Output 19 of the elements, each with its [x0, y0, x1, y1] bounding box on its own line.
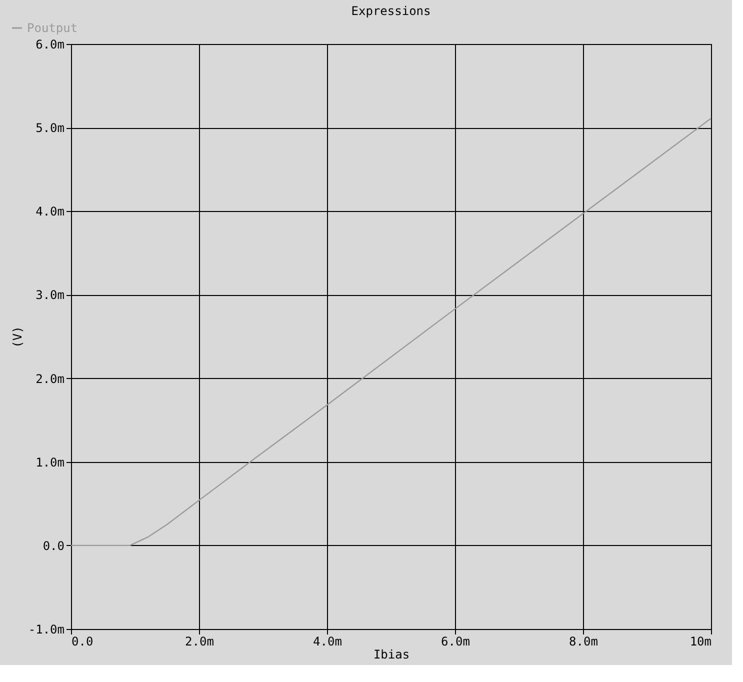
x-tick-label: 4.0m	[313, 634, 342, 648]
y-tick-label: 3.0m	[36, 288, 64, 302]
line-series	[70, 118, 712, 546]
x-axis-title: Ibias	[373, 648, 410, 662]
x-tick-label: 2.0m	[185, 634, 214, 648]
y-tick-label: 0.0	[42, 538, 64, 553]
x-tick-label: 0.0	[72, 634, 94, 648]
y-tick-label: 6.0m	[36, 38, 64, 52]
chart-title: Expressions	[351, 4, 431, 18]
legend-label: Poutput	[27, 21, 78, 35]
y-tick-label: -1.0m	[28, 622, 64, 636]
x-tick-label: 6.0m	[441, 634, 470, 648]
y-tick-label: 4.0m	[36, 204, 64, 219]
y-tick-label: 1.0m	[36, 455, 64, 470]
x-tick-label: 10m	[690, 634, 712, 648]
x-tick-label: 8.0m	[569, 634, 598, 648]
y-axis-title: (V)	[10, 326, 24, 348]
y-tick-label: 5.0m	[36, 121, 64, 136]
y-tick-label: 2.0m	[36, 372, 64, 386]
